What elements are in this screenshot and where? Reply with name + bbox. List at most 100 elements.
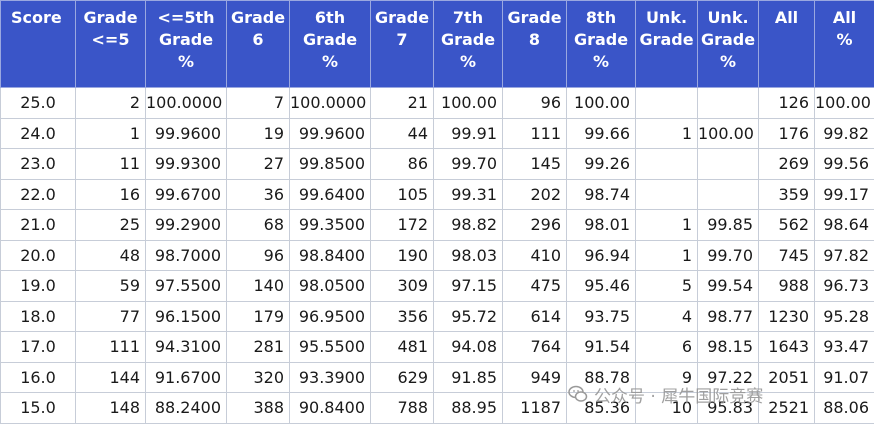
- table-body: 25.0 2 100.0000 7 100.0000 21 100.00 96 100.00 12…: [0, 87, 874, 424]
- column-header-line: <=5th: [157, 8, 215, 27]
- table-cell: 98.77: [697, 300, 759, 332]
- column-header-pct-7th: 7th Grade%: [433, 0, 503, 88]
- column-header-line: Unk.: [707, 8, 749, 27]
- table-cell: 309: [370, 270, 434, 302]
- table-cell: 96.1500: [145, 300, 227, 332]
- column-header-line: Grade: [639, 30, 694, 49]
- table-cell: 629: [370, 361, 434, 393]
- column-header-line: All: [832, 8, 857, 27]
- column-header-line: Grade: [302, 30, 358, 49]
- table-cell: 98.7000: [145, 239, 227, 271]
- table-cell: 86: [370, 148, 434, 180]
- table-cell: 99.3500: [289, 209, 371, 241]
- table-cell: 614: [502, 300, 567, 332]
- column-header-pct-le5th: <=5th Grade%: [145, 0, 227, 88]
- column-header-pct-all: All%: [814, 0, 874, 88]
- table-cell: 85.36: [566, 392, 636, 424]
- table-cell: 88.2400: [145, 392, 227, 424]
- table-cell: 95.5500: [289, 331, 371, 363]
- table-cell: 356: [370, 300, 434, 332]
- table-cell: 97.5500: [145, 270, 227, 302]
- table-cell: 98.8400: [289, 239, 371, 271]
- table-cell: 94.08: [433, 331, 503, 363]
- table-cell: 140: [226, 270, 290, 302]
- table-cell: [697, 148, 759, 180]
- table-cell: 90.8400: [289, 392, 371, 424]
- table-cell: 98.01: [566, 209, 636, 241]
- table-row: 17.0 111 94.3100 281 95.5500 481 94.08 764 91.54…: [0, 331, 874, 363]
- table-cell: 99.31: [433, 178, 503, 210]
- score-cell: 19.0: [0, 270, 76, 302]
- table-cell: 202: [502, 178, 567, 210]
- table-cell: 11: [75, 148, 146, 180]
- table-cell: 745: [758, 239, 815, 271]
- table-cell: 111: [502, 117, 567, 149]
- column-header-pct-8th: 8th Grade%: [566, 0, 636, 88]
- column-header-line: %: [836, 30, 853, 49]
- column-header-line: %: [321, 52, 339, 71]
- table-row: 19.0 59 97.5500 140 98.0500 309 97.15 475 95.46 5…: [0, 270, 874, 302]
- table-cell: 91.85: [433, 361, 503, 393]
- table-cell: 105: [370, 178, 434, 210]
- table-row: 21.0 25 99.2900 68 99.3500 172 98.82 296 98.01 1 9…: [0, 209, 874, 241]
- table-cell: 7: [226, 87, 290, 119]
- table-cell: 1: [635, 209, 698, 241]
- table-cell: 111: [75, 331, 146, 363]
- table-cell: 44: [370, 117, 434, 149]
- table-cell: 126: [758, 87, 815, 119]
- table-cell: 764: [502, 331, 567, 363]
- table-cell: 88.06: [814, 392, 874, 424]
- column-header-unk-grade: Unk. Grade: [635, 0, 698, 88]
- table-cell: 475: [502, 270, 567, 302]
- table-cell: 68: [226, 209, 290, 241]
- table-cell: 269: [758, 148, 815, 180]
- column-header-grade-7: Grade 7: [370, 0, 434, 88]
- table-row: 16.0 144 91.6700 320 93.3900 629 91.85 949 88.78…: [0, 361, 874, 393]
- table-cell: 99.56: [814, 148, 874, 180]
- score-cell: 23.0: [0, 148, 76, 180]
- table-cell: 99.70: [433, 148, 503, 180]
- column-header-line: Grade: [700, 30, 756, 49]
- column-header-line: Grade: [507, 8, 562, 27]
- table-cell: 5: [635, 270, 698, 302]
- column-header-line: All: [774, 8, 799, 27]
- table-cell: 96.73: [814, 270, 874, 302]
- score-cell: 15.0: [0, 392, 76, 424]
- table-cell: 99.82: [814, 117, 874, 149]
- table-cell: 100.00: [814, 87, 874, 119]
- column-header-line: %: [459, 52, 477, 71]
- column-header-line: Grade: [230, 8, 286, 27]
- column-header-line: 8: [528, 30, 541, 49]
- table-cell: 88.78: [566, 361, 636, 393]
- table-cell: 59: [75, 270, 146, 302]
- table-cell: 4: [635, 300, 698, 332]
- column-header-line: Grade: [158, 30, 214, 49]
- table-cell: 788: [370, 392, 434, 424]
- score-cell: 25.0: [0, 87, 76, 119]
- table-cell: 145: [502, 148, 567, 180]
- table-cell: 91.54: [566, 331, 636, 363]
- table-cell: [635, 148, 698, 180]
- table-cell: 1: [635, 117, 698, 149]
- column-header-line: 6th: [314, 8, 346, 27]
- score-cell: 24.0: [0, 117, 76, 149]
- column-header-line: 7th: [452, 8, 484, 27]
- table-cell: 99.17: [814, 178, 874, 210]
- column-header-line: 6: [252, 30, 264, 49]
- table-cell: 2: [75, 87, 146, 119]
- table-cell: 100.0000: [145, 87, 227, 119]
- table-cell: 77: [75, 300, 146, 332]
- table-cell: 176: [758, 117, 815, 149]
- column-header-line: Grade: [83, 8, 138, 27]
- column-header-score: Score: [0, 0, 76, 88]
- column-header-line: <=5: [91, 30, 130, 49]
- table-cell: 99.26: [566, 148, 636, 180]
- table-cell: 97.22: [697, 361, 759, 393]
- table-cell: 190: [370, 239, 434, 271]
- table-cell: 93.3900: [289, 361, 371, 393]
- table-cell: 93.47: [814, 331, 874, 363]
- score-cell: 20.0: [0, 239, 76, 271]
- column-header-line: Unk.: [645, 8, 688, 27]
- table-cell: 562: [758, 209, 815, 241]
